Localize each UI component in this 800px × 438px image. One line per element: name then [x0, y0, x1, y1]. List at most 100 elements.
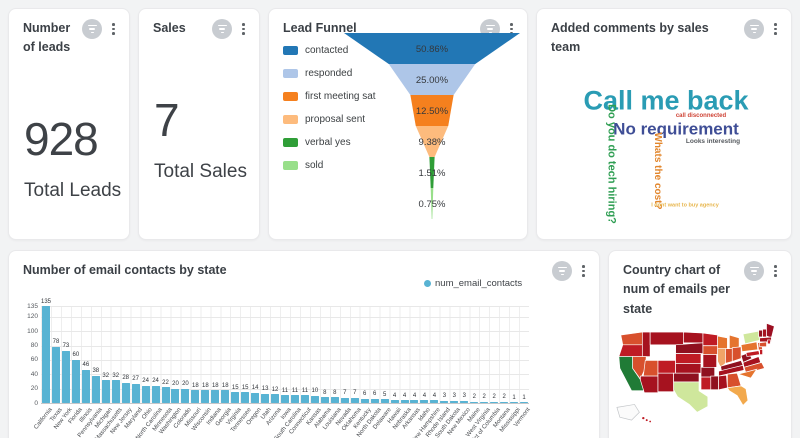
state-CT[interactable]	[759, 341, 767, 348]
bar-North-Dakota[interactable]	[370, 398, 379, 403]
bar-Illinois[interactable]	[81, 369, 90, 403]
state-RI[interactable]	[767, 339, 771, 345]
wordcloud-word[interactable]: I dont want to buy agency	[651, 202, 719, 209]
state-NM[interactable]	[657, 372, 674, 393]
bar-Delaware[interactable]	[380, 399, 389, 403]
bar-Maryland[interactable]	[131, 383, 140, 403]
bar-Arizona[interactable]	[271, 394, 280, 403]
wordcloud-word[interactable]: Call me back	[583, 85, 749, 116]
state-MI[interactable]	[729, 334, 740, 350]
state-NY[interactable]	[742, 330, 762, 345]
state-MO[interactable]	[702, 354, 717, 368]
bar-South-Carolina[interactable]	[290, 395, 299, 403]
kebab-menu-icon[interactable]	[578, 262, 589, 280]
bar-Louisiana[interactable]	[330, 397, 339, 403]
state-WI[interactable]	[717, 335, 728, 350]
bar-Kentucky[interactable]	[360, 398, 369, 403]
wordcloud-word[interactable]: Whats the cost?	[652, 132, 663, 210]
state-GA[interactable]	[727, 372, 742, 389]
state-KS[interactable]	[675, 363, 702, 374]
kebab-menu-icon[interactable]	[770, 262, 781, 280]
bar-District-of-Columbia[interactable]	[490, 401, 499, 403]
bar-Iowa[interactable]	[281, 395, 290, 403]
bar-New-Mexico[interactable]	[460, 400, 469, 403]
kebab-menu-icon[interactable]	[108, 20, 119, 38]
funnel-legend-item[interactable]: verbal yes	[283, 137, 376, 148]
state-ID[interactable]	[641, 331, 651, 357]
bar-Indiana[interactable]	[211, 390, 220, 403]
bar-Nevada[interactable]	[340, 397, 349, 403]
bar-Florida[interactable]	[71, 359, 80, 403]
state-FL[interactable]	[726, 385, 749, 406]
bar-Maine[interactable]	[470, 401, 479, 403]
bar-Texas[interactable]	[51, 346, 60, 403]
state-SD[interactable]	[675, 342, 704, 354]
bar-North-Carolina[interactable]	[151, 385, 160, 403]
state-WY[interactable]	[651, 344, 676, 361]
bar-Ohio[interactable]	[141, 385, 150, 403]
bar-Connecticut[interactable]	[300, 395, 309, 403]
state-AR[interactable]	[700, 366, 716, 378]
state-OH[interactable]	[731, 346, 742, 362]
bar-Washington[interactable]	[171, 388, 180, 403]
bar-Kansas[interactable]	[310, 395, 319, 403]
filter-icon[interactable]	[82, 19, 103, 39]
funnel-legend-item[interactable]: proposal sent	[283, 114, 376, 125]
funnel-segment-sold[interactable]	[430, 188, 434, 219]
state-HI[interactable]	[649, 420, 652, 423]
state-IA[interactable]	[702, 345, 718, 355]
filter-icon[interactable]	[744, 19, 765, 39]
state-IL[interactable]	[717, 348, 726, 368]
funnel-segment-verbal-yes[interactable]	[429, 157, 435, 188]
wordcloud-word[interactable]: Do you do tech hiring?	[605, 104, 618, 224]
state-DE[interactable]	[759, 349, 763, 355]
filter-icon[interactable]	[552, 261, 573, 281]
bar-Mississippi[interactable]	[510, 402, 519, 403]
funnel-segment-responded[interactable]	[388, 64, 476, 95]
state-TX[interactable]	[673, 381, 709, 413]
bar-West-Virginia[interactable]	[480, 401, 489, 403]
state-MT[interactable]	[649, 331, 684, 346]
state-AL[interactable]	[718, 374, 728, 391]
state-PA[interactable]	[740, 341, 759, 353]
state-NE[interactable]	[675, 353, 702, 364]
bar-Minnesota[interactable]	[161, 387, 170, 403]
bar-Vermont[interactable]	[520, 402, 529, 403]
state-VT[interactable]	[758, 329, 763, 338]
state-IN[interactable]	[725, 348, 733, 364]
state-SC[interactable]	[736, 368, 758, 379]
wordcloud-word[interactable]: No requirement	[613, 119, 739, 139]
funnel-legend-item[interactable]: sold	[283, 160, 376, 171]
bar-Michigan[interactable]	[101, 380, 110, 403]
bar-Georgia[interactable]	[221, 390, 230, 403]
filter-icon[interactable]	[744, 261, 765, 281]
bar-New-York[interactable]	[61, 350, 70, 403]
bar-Missouri[interactable]	[191, 390, 200, 403]
funnel-legend-item[interactable]: first meeting sat	[283, 91, 376, 102]
bar-Oklahoma[interactable]	[350, 397, 359, 403]
bar-Massachusetts[interactable]	[111, 380, 120, 403]
bar-Nebraska[interactable]	[400, 400, 409, 403]
bar-Montana[interactable]	[500, 401, 509, 403]
state-CO[interactable]	[657, 360, 676, 374]
bar-Tennessee[interactable]	[241, 392, 250, 403]
state-UT[interactable]	[642, 360, 659, 377]
funnel-segment-proposal-sent[interactable]	[415, 126, 449, 157]
state-MN[interactable]	[702, 332, 718, 347]
bar-chart-legend[interactable]: num_email_contacts	[424, 278, 522, 289]
wordcloud-word[interactable]: Looks interesting	[685, 137, 741, 145]
bar-Idaho[interactable]	[420, 400, 429, 403]
state-OK[interactable]	[673, 372, 700, 383]
state-NC[interactable]	[743, 361, 766, 374]
funnel-legend-item[interactable]: contacted	[283, 45, 376, 56]
bar-Alabama[interactable]	[320, 397, 329, 403]
state-AK[interactable]	[616, 404, 640, 421]
bar-Arkansas[interactable]	[410, 400, 419, 403]
state-WA[interactable]	[620, 331, 643, 346]
state-HI[interactable]	[642, 416, 645, 420]
kebab-menu-icon[interactable]	[238, 20, 249, 38]
kebab-menu-icon[interactable]	[770, 20, 781, 38]
funnel-legend-item[interactable]: responded	[283, 68, 376, 79]
state-TN[interactable]	[718, 364, 745, 377]
bar-Colorado[interactable]	[181, 388, 190, 403]
